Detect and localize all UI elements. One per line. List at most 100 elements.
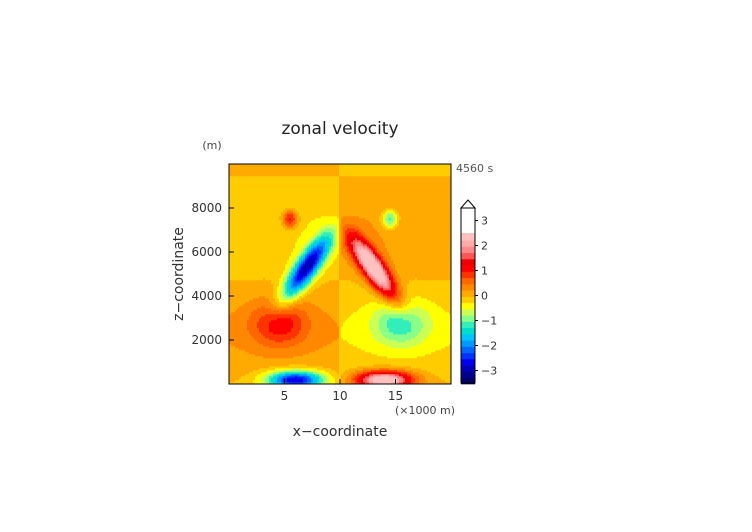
heatmap-cell bbox=[313, 312, 316, 315]
heatmap-cell bbox=[309, 194, 312, 197]
heatmap-cell bbox=[307, 274, 310, 277]
heatmap-cell bbox=[229, 174, 232, 177]
heatmap-cell bbox=[237, 288, 240, 291]
heatmap-cell bbox=[251, 376, 254, 379]
heatmap-cell bbox=[285, 180, 288, 183]
heatmap-cell bbox=[281, 166, 284, 169]
heatmap-cell bbox=[273, 240, 276, 243]
heatmap-cell bbox=[283, 212, 286, 215]
heatmap-cell bbox=[277, 172, 280, 175]
heatmap-cell bbox=[263, 216, 266, 219]
heatmap-cell bbox=[255, 220, 258, 223]
heatmap-cell bbox=[245, 304, 248, 307]
heatmap-cell bbox=[279, 280, 282, 283]
heatmap-cell bbox=[299, 250, 302, 253]
heatmap-cell bbox=[249, 200, 252, 203]
heatmap-cell bbox=[313, 370, 316, 373]
heatmap-cell bbox=[271, 180, 274, 183]
heatmap-cell bbox=[241, 326, 244, 329]
heatmap-cell bbox=[233, 360, 236, 363]
heatmap-cell bbox=[255, 226, 258, 229]
heatmap-cell bbox=[253, 344, 256, 347]
heatmap-cell bbox=[315, 294, 318, 297]
heatmap-cell bbox=[315, 318, 318, 321]
heatmap-cell bbox=[247, 182, 250, 185]
heatmap-cell bbox=[237, 326, 240, 329]
heatmap-cell bbox=[287, 232, 290, 235]
heatmap-cell bbox=[297, 202, 300, 205]
heatmap-cell bbox=[311, 328, 314, 331]
heatmap-cell bbox=[237, 314, 240, 317]
heatmap-cell bbox=[313, 276, 316, 279]
heatmap-cell bbox=[305, 222, 308, 225]
heatmap-cell bbox=[289, 328, 292, 331]
heatmap-cell bbox=[309, 236, 312, 239]
heatmap-cell bbox=[309, 186, 312, 189]
heatmap-cell bbox=[283, 286, 286, 289]
heatmap-cell bbox=[287, 224, 290, 227]
heatmap-cell bbox=[273, 360, 276, 363]
heatmap-cell bbox=[249, 262, 252, 265]
heatmap-cell bbox=[281, 290, 284, 293]
heatmap-cell bbox=[279, 302, 282, 305]
heatmap-cell bbox=[253, 180, 256, 183]
heatmap-cell bbox=[309, 320, 312, 323]
heatmap-cell bbox=[281, 294, 284, 297]
heatmap-cell bbox=[309, 294, 312, 297]
heatmap-cell bbox=[247, 366, 250, 369]
heatmap-cell bbox=[249, 364, 252, 367]
heatmap-cell bbox=[317, 222, 320, 225]
heatmap-cell bbox=[271, 276, 274, 279]
heatmap-cell bbox=[245, 298, 248, 301]
heatmap-cell bbox=[307, 306, 310, 309]
heatmap-cell bbox=[263, 368, 266, 371]
heatmap-cell bbox=[267, 178, 270, 181]
heatmap-cell bbox=[239, 336, 242, 339]
heatmap-cell bbox=[263, 278, 266, 281]
heatmap-cell bbox=[269, 238, 272, 241]
heatmap-cell bbox=[251, 312, 254, 315]
heatmap-cell bbox=[267, 264, 270, 267]
heatmap-cell bbox=[309, 276, 312, 279]
heatmap-cell bbox=[253, 224, 256, 227]
heatmap-cell bbox=[277, 284, 280, 287]
heatmap-cell bbox=[309, 354, 312, 357]
heatmap-cell bbox=[269, 226, 272, 229]
heatmap-cell bbox=[241, 274, 244, 277]
heatmap-cell bbox=[233, 302, 236, 305]
heatmap-cell bbox=[247, 174, 250, 177]
heatmap-cell bbox=[293, 278, 296, 281]
heatmap-cell bbox=[241, 374, 244, 377]
heatmap-cell bbox=[289, 298, 292, 301]
heatmap-cell bbox=[269, 224, 272, 227]
heatmap-cell bbox=[275, 218, 278, 221]
heatmap-cell bbox=[261, 296, 264, 299]
heatmap-cell bbox=[287, 304, 290, 307]
heatmap-cell bbox=[283, 308, 286, 311]
heatmap-cell bbox=[315, 216, 318, 219]
heatmap-cell bbox=[253, 318, 256, 321]
heatmap-cell bbox=[305, 368, 308, 371]
heatmap-cell bbox=[235, 192, 238, 195]
heatmap-cell bbox=[311, 174, 314, 177]
heatmap-cell bbox=[257, 258, 260, 261]
heatmap-cell bbox=[247, 266, 250, 269]
heatmap-cell bbox=[239, 202, 242, 205]
heatmap-cell bbox=[239, 218, 242, 221]
heatmap-cell bbox=[249, 204, 252, 207]
heatmap-cell bbox=[235, 352, 238, 355]
heatmap-cell bbox=[251, 294, 254, 297]
heatmap-cell bbox=[299, 212, 302, 215]
heatmap-cell bbox=[285, 216, 288, 219]
heatmap-cell bbox=[253, 320, 256, 323]
heatmap-cell bbox=[319, 336, 322, 339]
heatmap-cell bbox=[253, 220, 256, 223]
heatmap-cell bbox=[303, 308, 306, 311]
heatmap-cell bbox=[317, 376, 320, 379]
heatmap-cell bbox=[291, 368, 294, 371]
heatmap-cell bbox=[313, 216, 316, 219]
heatmap-cell bbox=[297, 266, 300, 269]
heatmap-cell bbox=[277, 212, 280, 215]
heatmap-cell bbox=[293, 342, 296, 345]
heatmap-cell bbox=[257, 304, 260, 307]
